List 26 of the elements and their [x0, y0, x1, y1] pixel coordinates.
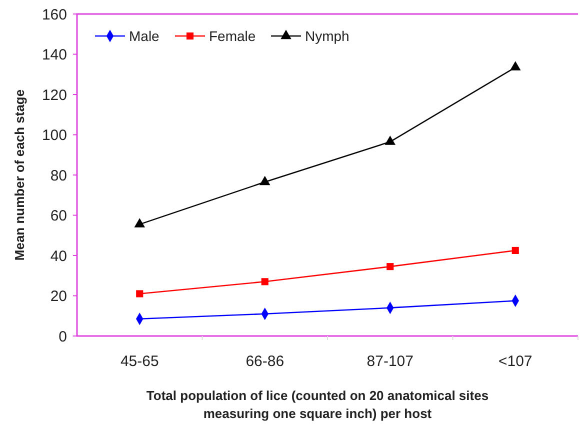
y-axis-title: Mean number of each stage	[12, 89, 27, 261]
legend-label: Nymph	[305, 28, 350, 44]
x-tick-label: 66-86	[246, 353, 284, 370]
y-tick-label: 20	[50, 288, 67, 305]
x-tick-label: 45-65	[120, 353, 159, 370]
point	[260, 176, 270, 186]
x-axis-title: Total population of lice (counted on 20 anatomical sites measuring one square inch) per host	[146, 388, 489, 421]
y-tick-label: 140	[42, 46, 67, 64]
y-tick-label: 100	[42, 127, 67, 144]
point	[510, 61, 521, 70]
y-tick-label: 120	[42, 86, 67, 104]
legend-label: Male	[129, 28, 160, 44]
point	[261, 278, 268, 286]
y-tick-label: 60	[50, 208, 67, 224]
point	[134, 218, 145, 228]
point	[512, 246, 519, 254]
y-tick-label: 40	[50, 248, 67, 265]
legend-label: Female	[209, 28, 256, 44]
x-tick-label: 87-107	[366, 353, 414, 370]
y-tick-label: 160	[42, 6, 67, 24]
point	[384, 136, 396, 145]
point	[136, 290, 144, 298]
point	[386, 263, 394, 270]
x-tick-label: <107	[498, 353, 532, 370]
y-tick-label: 80	[50, 167, 67, 184]
y-tick-label: 0	[58, 328, 67, 346]
